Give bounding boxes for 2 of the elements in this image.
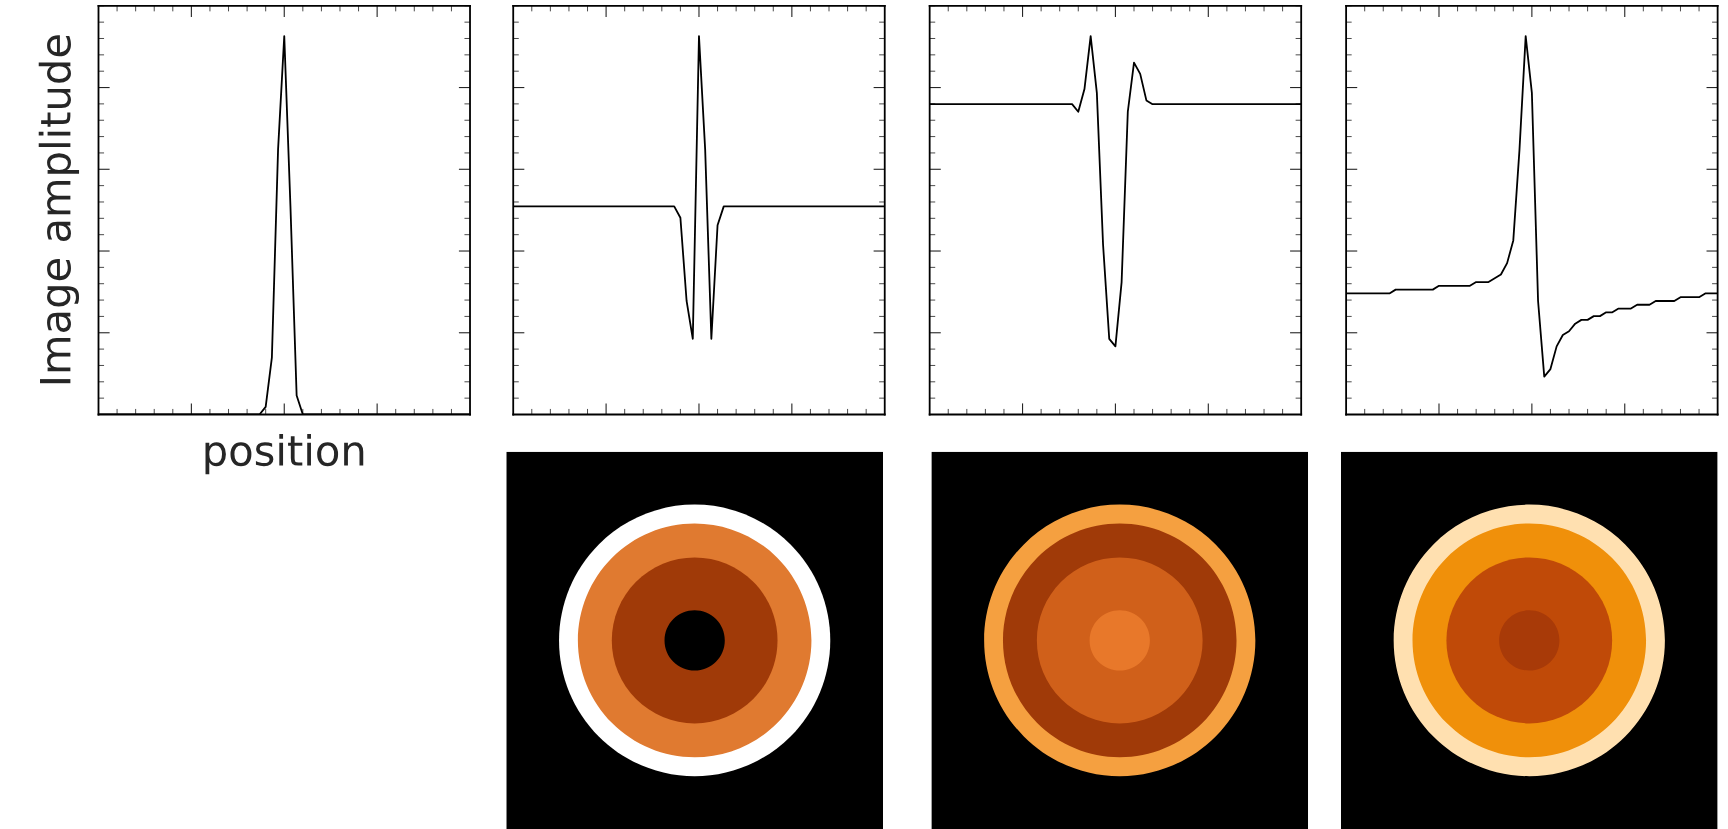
y-axis-title: Image amplitude (38, 35, 80, 384)
x-axis-title: position (205, 433, 364, 475)
